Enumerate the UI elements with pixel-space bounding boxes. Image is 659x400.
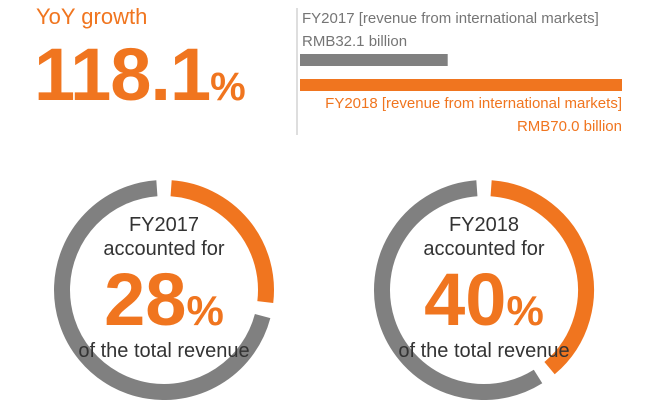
donut-remainder-arc [374,180,543,400]
donut-fy2017-year: FY2017 [128,214,200,236]
donut-fy2017-value: 28% [64,263,264,337]
donut-fy2018-value: 40% [384,263,584,337]
donut-fy2017-subtitle: accounted for [103,238,225,260]
bar-fy2017 [300,54,448,66]
donut-share-arc [170,180,274,304]
bar-fy2017-value-label: RMB32.1 billion [302,33,408,50]
donut-fy2017 [54,180,274,400]
donut-fy2018-unit: % [506,287,544,334]
donut-share-arc [490,180,594,375]
donut-fy2018 [374,180,594,400]
bar-fy2018 [300,79,622,91]
donut-fy2017-number: 28 [104,258,187,341]
donut-fy2018-footer: of the total revenue [398,340,570,362]
yoy-growth-value: 118.1% [34,38,246,112]
share-donut-charts [54,180,594,400]
donut-fy2018-text: FY2018 accounted for 40% of the total re… [384,213,584,363]
yoy-growth-unit: % [210,65,246,109]
donut-fy2017-unit: % [186,287,224,334]
revenue-bar-chart [296,8,622,135]
donut-fy2018-year: FY2018 [448,214,520,236]
donut-fy2017-footer: of the total revenue [78,340,250,362]
donut-fy2017-text: FY2017 accounted for 28% of the total re… [64,213,264,363]
bar-fy2018-label: FY2018 [revenue from international marke… [325,95,622,112]
donut-fy2018-number: 40 [424,258,507,341]
bar-fy2018-value-label: RMB70.0 billion [516,118,622,135]
donut-remainder-arc [54,180,271,400]
bar-fy2017-label: FY2017 [revenue from international marke… [302,10,599,27]
yoy-growth-number: 118.1 [34,33,211,116]
yoy-growth-label: YoY growth [36,4,148,29]
donut-fy2018-subtitle: accounted for [423,238,545,260]
